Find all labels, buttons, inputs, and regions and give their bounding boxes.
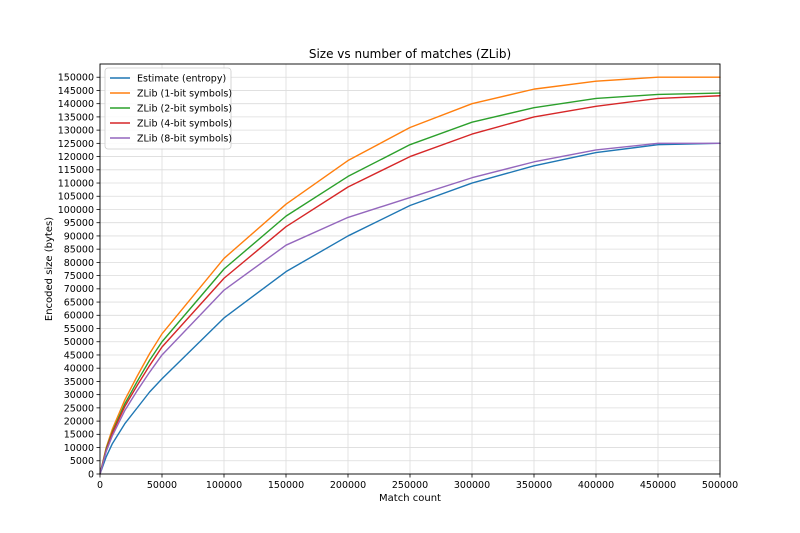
x-tick-label: 400000	[578, 480, 614, 491]
y-tick-label: 40000	[64, 364, 94, 375]
y-tick-label: 50000	[64, 337, 94, 348]
y-tick-label: 115000	[58, 165, 94, 176]
series-lines	[99, 76, 721, 475]
y-tick-label: 95000	[64, 218, 94, 229]
legend-box	[104, 67, 232, 150]
x-tick-label: 250000	[392, 480, 428, 491]
y-tick-label: 145000	[58, 86, 94, 97]
x-tick-label: 450000	[640, 480, 676, 491]
y-tick-label: 35000	[64, 377, 94, 388]
y-tick-label: 125000	[58, 139, 94, 150]
x-tick-label: 0	[97, 480, 103, 491]
y-tick-label: 65000	[64, 297, 94, 308]
y-tick-label: 110000	[58, 178, 94, 189]
y-tick-label: 150000	[58, 73, 94, 84]
y-tick-label: 105000	[58, 192, 94, 203]
legend-entry: ZLib (1-bit symbols)	[137, 88, 232, 99]
y-tick-label: 45000	[64, 350, 94, 361]
y-tick-label: 30000	[64, 390, 94, 401]
y-tick-label: 60000	[64, 311, 94, 322]
y-tick-label: 100000	[58, 205, 94, 216]
legend-entry: Estimate (entropy)	[137, 73, 226, 84]
series-line-5	[99, 142, 721, 475]
x-tick-label: 150000	[268, 480, 304, 491]
y-tick-label: 10000	[64, 443, 94, 454]
x-tick-label: 50000	[147, 480, 177, 491]
chart-title: Size vs number of matches (ZLib)	[309, 47, 511, 61]
x-tick-label: 350000	[516, 480, 552, 491]
series-line-2	[99, 76, 721, 475]
x-axis-label: Match count	[379, 493, 441, 504]
legend-entry: ZLib (4-bit symbols)	[137, 118, 232, 129]
x-tick-label: 300000	[454, 480, 490, 491]
legend-entry: ZLib (8-bit symbols)	[137, 133, 232, 144]
y-tick-label: 130000	[58, 126, 94, 137]
y-tick-label: 90000	[64, 231, 94, 242]
y-tick-label: 85000	[64, 245, 94, 256]
x-tick-label: 500000	[702, 480, 738, 491]
y-tick-label: 25000	[64, 403, 94, 414]
x-tick-label: 200000	[330, 480, 366, 491]
y-tick-label: 135000	[58, 112, 94, 123]
series-line-3	[99, 92, 721, 475]
y-axis-ticks: 0 5000 10000 15000 20000 25000 30000 35000 40000…	[58, 73, 100, 480]
y-tick-label: 15000	[64, 430, 94, 441]
y-tick-label: 20000	[64, 416, 94, 427]
y-tick-label: 75000	[64, 271, 94, 282]
series-line-1	[99, 142, 721, 475]
y-tick-label: 0	[88, 469, 94, 480]
x-tick-label: 100000	[206, 480, 242, 491]
y-tick-label: 80000	[64, 258, 94, 269]
legend-entry: ZLib (2-bit symbols)	[137, 103, 232, 114]
legend: Estimate (entropy) ZLib (1-bit symbols) ZL…	[104, 67, 232, 150]
y-tick-label: 70000	[64, 284, 94, 295]
y-tick-label: 5000	[70, 456, 94, 467]
y-axis-label: Encoded size (bytes)	[44, 217, 55, 321]
y-tick-label: 55000	[64, 324, 94, 335]
series-line-4	[99, 95, 721, 475]
y-tick-label: 140000	[58, 99, 94, 110]
x-axis-ticks: 0 50000 100000 150000 200000 250000 300000 3500…	[97, 474, 738, 491]
y-tick-label: 120000	[58, 152, 94, 163]
